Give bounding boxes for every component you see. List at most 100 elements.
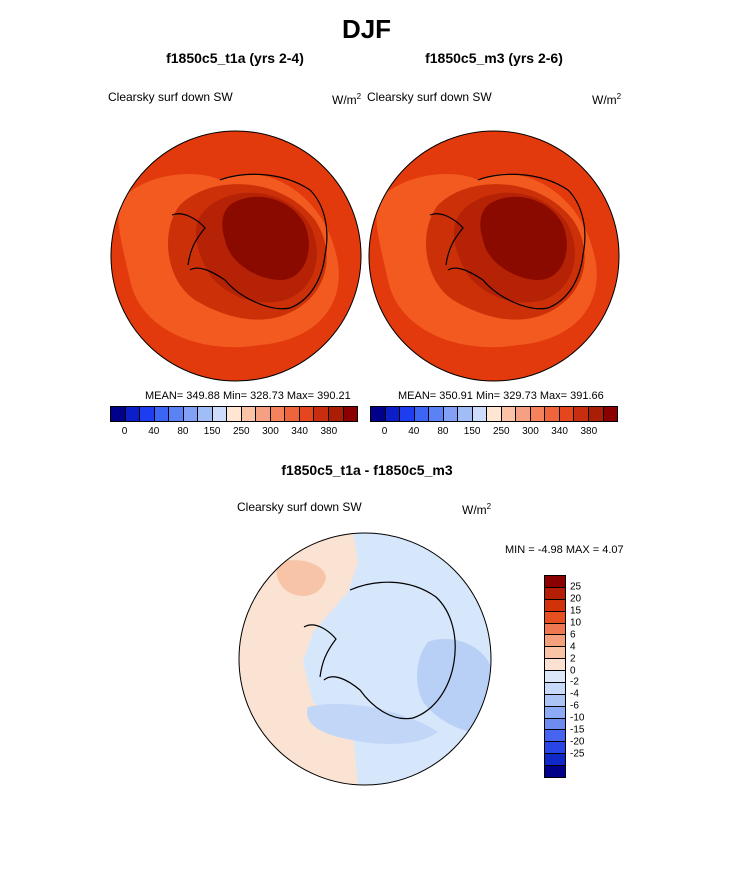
diff-colorbar-swatch (545, 635, 565, 648)
panel-2-units: W/m2 (592, 92, 622, 107)
diff-positive-patch (276, 560, 326, 597)
colorbar-swatch (414, 407, 430, 421)
diff-colorbar-swatch (545, 576, 565, 588)
colorbar-tick-label: 380 (320, 426, 338, 437)
panel-1-units: W/m2 (332, 92, 362, 107)
colorbar-swatch (125, 407, 141, 421)
diff-colorbar-tick-label: -15 (570, 724, 585, 736)
diff-colorbar-swatch (545, 766, 565, 777)
diff-colorbar-swatch (545, 611, 565, 624)
colorbar-swatch (241, 407, 257, 421)
panel-1-stats: MEAN= 349.88 Min= 328.73 Max= 390.21 (145, 390, 351, 402)
colorbar-swatch (285, 407, 300, 421)
colorbar-tick-label: 150 (463, 426, 481, 437)
diff-colorbar-swatch (545, 730, 565, 743)
panel-2-map (368, 130, 620, 382)
diff-colorbar-tick-label: -25 (570, 748, 585, 760)
diff-colorbar-swatch (545, 754, 565, 766)
diff-colorbar-tick-label: 25 (570, 581, 582, 593)
colorbar-swatch (385, 407, 401, 421)
diff-colorbar-swatch (545, 599, 565, 612)
diff-colorbar-tick-label: 10 (570, 617, 582, 629)
colorbar-swatch (343, 407, 358, 421)
panel-2-stats: MEAN= 350.91 Min= 329.73 Max= 391.66 (398, 390, 604, 402)
colorbar-swatch (472, 407, 488, 421)
panel-1-coastline (171, 173, 328, 310)
diff-colorbar-swatch (545, 623, 565, 636)
colorbar-swatch (212, 407, 228, 421)
colorbar-tick-label: 80 (177, 426, 189, 437)
diff-colorbar-tick-label: 2 (570, 653, 576, 665)
diff-colorbar-tick-label: 20 (570, 593, 582, 605)
diff-colorbar-tick-label: -4 (570, 688, 579, 700)
colorbar-tick-label: 250 (232, 426, 250, 437)
colorbar-swatch (458, 407, 473, 421)
colorbar-swatch (328, 407, 344, 421)
colorbar-tick-label: 0 (121, 426, 128, 437)
diff-coastline (303, 581, 456, 720)
colorbar-swatch (400, 407, 415, 421)
colorbar-tick-label: 40 (408, 426, 420, 437)
panel-1-field-label: Clearsky surf down SW (108, 90, 233, 104)
panel-2-colorbar (370, 406, 618, 422)
panel-1-title: f1850c5_t1a (yrs 2-4) (166, 50, 304, 66)
colorbar-swatch (256, 407, 271, 421)
colorbar-tick-label: 300 (262, 426, 279, 437)
diff-colorbar-tick-label: -10 (570, 712, 585, 724)
figure-title: DJF (341, 14, 392, 44)
colorbar-swatch (603, 407, 618, 421)
colorbar-swatch (154, 407, 170, 421)
panel-2-colorbar-ticks: 0 40 80 150 250 300 340 380 (370, 426, 618, 440)
colorbar-swatch (371, 407, 386, 421)
colorbar-swatch (183, 407, 199, 421)
colorbar-swatch (270, 407, 286, 421)
diff-colorbar-tick-label: 0 (570, 665, 576, 677)
panel-2-land-high (480, 196, 567, 280)
colorbar-tick-label: 80 (437, 426, 449, 437)
colorbar-tick-label: 340 (291, 426, 308, 437)
colorbar-swatch (574, 407, 589, 421)
diff-colorbar-tick-label: 15 (570, 605, 582, 617)
diff-panel-map (238, 532, 492, 786)
diff-colorbar-swatch (545, 742, 565, 755)
diff-colorbar-swatch (545, 694, 565, 707)
diff-colorbar-swatch (545, 718, 565, 731)
panel-2-field-label: Clearsky surf down SW (367, 90, 492, 104)
diff-colorbar-tick-label: -20 (570, 736, 585, 748)
colorbar-swatch (299, 407, 315, 421)
diff-negative-patch-south (307, 703, 438, 744)
diff-panel-title: f1850c5_t1a - f1850c5_m3 (281, 462, 453, 478)
diff-colorbar (544, 575, 566, 778)
diff-colorbar-tick-label: -2 (570, 676, 579, 688)
colorbar-tick-label: 150 (203, 426, 221, 437)
diff-colorbar-ticks: 25 20 15 10 6 4 2 0 -2 -4 -6 -10 -15 -20 -25 (570, 575, 610, 778)
colorbar-swatch (227, 407, 242, 421)
panel-1-map (110, 130, 362, 382)
panel-1-colorbar-ticks: 0 40 80 150 250 300 340 380 (110, 426, 358, 440)
colorbar-swatch (530, 407, 546, 421)
diff-panel-stats: MIN = -4.98 MAX = 4.07 (505, 544, 624, 556)
diff-colorbar-tick-label: -6 (570, 700, 579, 712)
diff-panel-field-label: Clearsky surf down SW (237, 500, 362, 514)
diff-panel-units: W/m2 (462, 502, 492, 517)
colorbar-swatch (501, 407, 517, 421)
colorbar-swatch (487, 407, 502, 421)
colorbar-swatch (140, 407, 155, 421)
colorbar-swatch (429, 407, 444, 421)
colorbar-swatch (545, 407, 560, 421)
colorbar-tick-label: 40 (148, 426, 160, 437)
diff-colorbar-tick-label: 6 (570, 629, 576, 641)
diff-colorbar-swatch (545, 682, 565, 695)
panel-1-land-high (222, 196, 309, 280)
panel-1-colorbar (110, 406, 358, 422)
colorbar-tick-label: 0 (381, 426, 388, 437)
colorbar-swatch (516, 407, 531, 421)
colorbar-swatch (559, 407, 575, 421)
diff-negative-patch-east (417, 638, 491, 733)
panel-2-title: f1850c5_m3 (yrs 2-6) (425, 50, 563, 66)
colorbar-swatch (588, 407, 604, 421)
diff-colorbar-swatch (545, 647, 565, 660)
diff-colorbar-tick-label: 4 (570, 641, 576, 653)
colorbar-tick-label: 380 (580, 426, 598, 437)
diff-colorbar-swatch (545, 659, 565, 671)
